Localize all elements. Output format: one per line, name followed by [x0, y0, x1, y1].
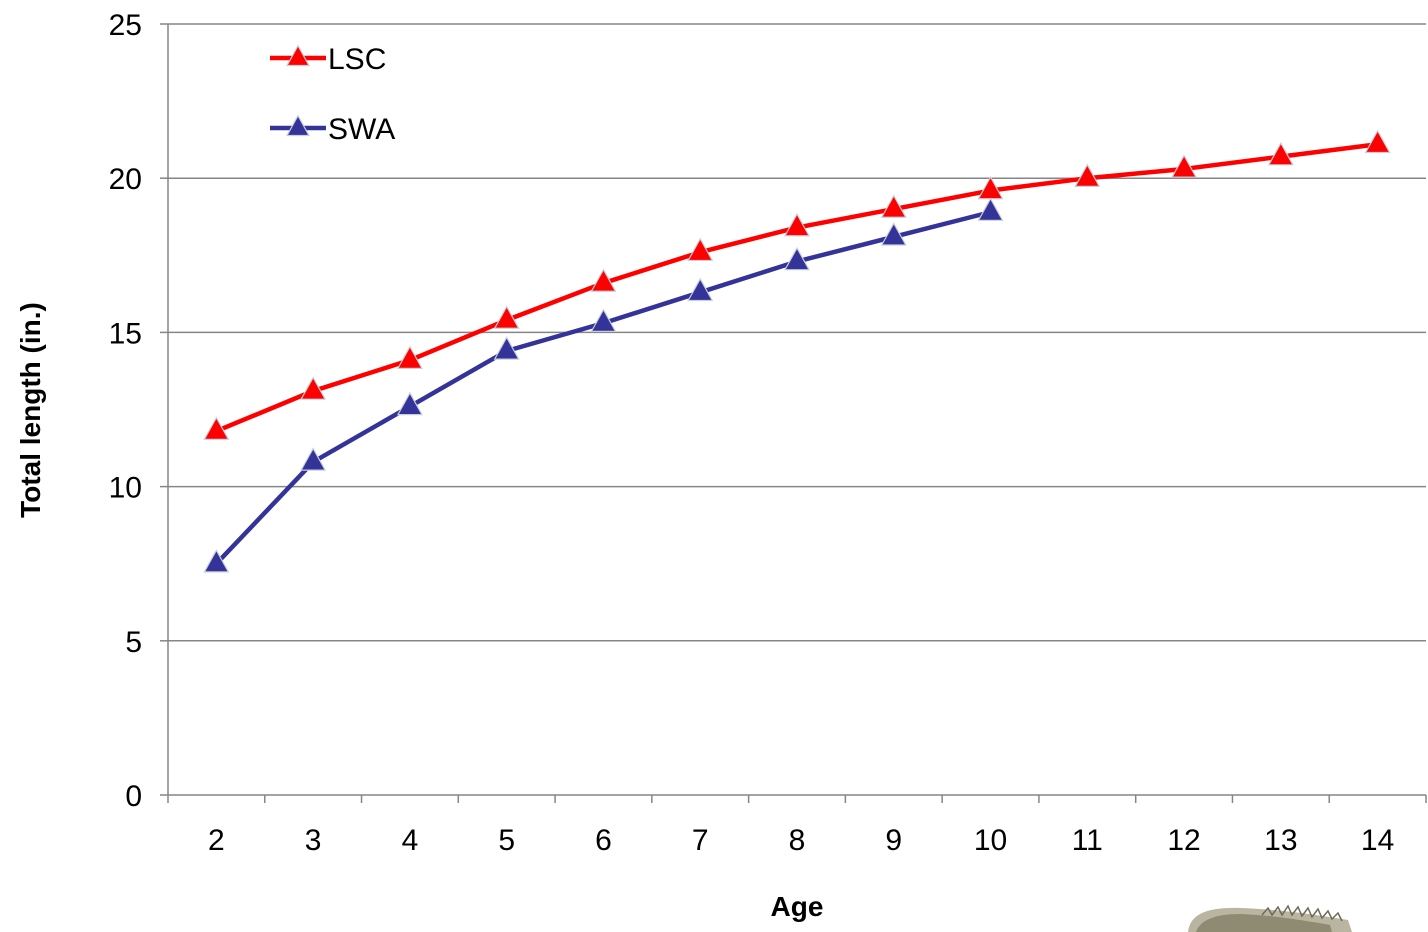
- y-tick-labels: 0 5 10 15 20 25: [109, 9, 168, 813]
- y-tick-label: 15: [109, 317, 142, 350]
- data-point-swa: [396, 391, 423, 416]
- data-point-lsc: [493, 305, 520, 329]
- x-tick-label: 6: [595, 824, 612, 857]
- data-point-lsc: [783, 212, 811, 237]
- legend-swatch-marker: [285, 114, 311, 137]
- legend-swatch-marker: [285, 44, 311, 67]
- series-swa: [203, 197, 1004, 573]
- x-tick-label: 3: [305, 824, 322, 857]
- data-point-lsc: [1267, 141, 1294, 166]
- data-point-lsc: [1074, 163, 1101, 188]
- series-line-lsc: [215, 142, 1378, 434]
- x-tick-label: 14: [1361, 824, 1394, 857]
- data-point-lsc: [687, 237, 714, 262]
- y-tick-label: 20: [109, 163, 142, 196]
- data-point-lsc: [300, 376, 327, 400]
- y-tick-label: 10: [109, 472, 142, 505]
- x-tick-label: 4: [402, 824, 419, 857]
- x-axis-title: Age: [771, 891, 824, 922]
- data-point-swa: [590, 308, 617, 332]
- x-tick-label: 13: [1264, 824, 1297, 857]
- legend-label: SWA: [328, 113, 395, 146]
- x-tick-label: 2: [208, 824, 225, 857]
- data-point-lsc: [590, 268, 617, 292]
- data-point-swa: [880, 222, 907, 246]
- data-point-swa: [203, 549, 230, 573]
- series-lsc: [203, 129, 1391, 440]
- x-tick-labels: 2 3 4 5 6 7 8 9 10 11 12 13 14: [167, 795, 1427, 857]
- data-point-lsc: [1171, 154, 1198, 178]
- data-point-swa: [300, 447, 327, 471]
- x-tick-label: 8: [789, 824, 806, 857]
- data-point-lsc: [1364, 129, 1391, 154]
- data-point-lsc: [396, 345, 423, 369]
- x-tick-label: 12: [1167, 824, 1200, 857]
- y-tick-label: 0: [125, 780, 142, 813]
- y-tick-label: 25: [109, 9, 142, 42]
- legend-item-lsc: LSC: [270, 43, 386, 76]
- gridlines: [168, 23, 1426, 642]
- fish-fin-icon: [1188, 904, 1352, 932]
- x-tick-label: 10: [974, 824, 1007, 857]
- data-point-swa: [687, 277, 714, 302]
- data-point-lsc: [203, 416, 230, 440]
- axes: [167, 24, 1426, 796]
- legend-label: LSC: [328, 43, 386, 76]
- x-tick-label: 11: [1072, 824, 1103, 857]
- data-point-swa: [783, 246, 811, 271]
- data-point-swa: [977, 197, 1004, 221]
- legend: LSC SWA: [270, 43, 395, 146]
- y-tick-label: 5: [125, 626, 142, 659]
- x-tick-label: 7: [692, 824, 709, 857]
- legend-item-swa: SWA: [270, 113, 395, 146]
- series-group: [203, 129, 1391, 573]
- x-tick-label: 9: [885, 824, 902, 857]
- y-axis-title: Total length (in.): [15, 302, 46, 518]
- series-line-swa: [214, 209, 992, 566]
- x-tick-label: 5: [498, 824, 515, 857]
- data-point-lsc: [880, 194, 907, 218]
- data-point-swa: [493, 336, 520, 360]
